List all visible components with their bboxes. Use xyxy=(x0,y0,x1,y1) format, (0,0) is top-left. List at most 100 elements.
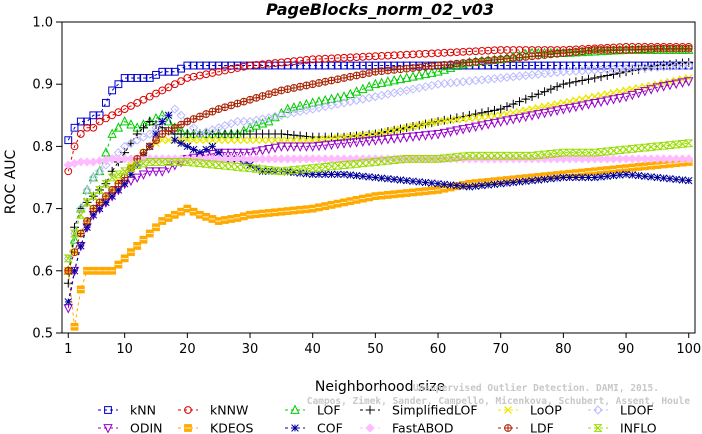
data-point xyxy=(384,127,392,136)
data-point xyxy=(352,53,361,62)
data-point xyxy=(163,164,174,174)
data-point xyxy=(89,111,98,120)
data-point xyxy=(478,47,486,55)
x-axis-label: Neighborhood size xyxy=(315,379,445,395)
data-point xyxy=(665,44,675,54)
data-point xyxy=(133,74,142,82)
data-point xyxy=(508,151,518,160)
data-point xyxy=(277,86,286,95)
data-point xyxy=(177,77,185,85)
data-point xyxy=(540,51,549,59)
data-point xyxy=(233,99,242,108)
data-point xyxy=(608,64,619,74)
data-point xyxy=(351,159,362,168)
data-point xyxy=(70,123,79,132)
legend-marker xyxy=(291,424,299,432)
data-point xyxy=(251,120,261,130)
data-point xyxy=(684,154,694,164)
data-point xyxy=(402,154,412,163)
data-point xyxy=(114,186,123,194)
data-point xyxy=(339,154,349,164)
series-ldf xyxy=(64,44,693,275)
data-point xyxy=(583,148,594,157)
data-point xyxy=(602,147,612,156)
data-point xyxy=(565,154,575,164)
data-point xyxy=(677,61,688,71)
data-point xyxy=(63,278,73,288)
data-point xyxy=(171,136,179,144)
data-point xyxy=(571,66,581,76)
legend-item-lof: LOF xyxy=(285,403,341,418)
data-point xyxy=(145,158,155,166)
data-point xyxy=(264,90,273,99)
data-point xyxy=(528,176,536,185)
data-point xyxy=(659,154,669,164)
data-point xyxy=(439,154,449,163)
data-point xyxy=(239,116,249,127)
data-point xyxy=(659,141,669,150)
data-point xyxy=(415,178,423,186)
watermark-line-2: Campos, Zimek, Sander, Campello, Micenko… xyxy=(307,396,690,407)
data-point xyxy=(214,136,223,145)
data-point xyxy=(290,136,298,145)
legend-marker xyxy=(103,424,113,434)
data-point xyxy=(301,142,312,152)
data-point xyxy=(434,117,442,126)
data-point xyxy=(652,142,663,151)
data-point xyxy=(565,173,574,182)
data-point xyxy=(652,154,663,164)
data-point xyxy=(640,143,650,152)
data-point xyxy=(652,62,663,72)
data-point xyxy=(658,82,669,92)
data-point xyxy=(302,81,311,90)
data-point xyxy=(289,154,299,164)
data-point xyxy=(684,44,694,54)
legend-marker xyxy=(504,424,512,432)
data-point xyxy=(202,136,211,145)
data-point xyxy=(377,51,386,60)
data-point xyxy=(628,171,637,179)
data-point xyxy=(264,136,273,145)
data-point xyxy=(83,117,91,126)
data-point xyxy=(345,138,356,149)
series-inflo xyxy=(63,139,694,263)
data-point xyxy=(646,62,656,73)
data-point xyxy=(596,154,606,164)
data-point xyxy=(672,175,680,184)
data-point xyxy=(402,64,411,73)
x-tick-label: 80 xyxy=(555,342,572,357)
data-point xyxy=(163,110,174,120)
data-point xyxy=(107,128,117,138)
x-tick-label: 70 xyxy=(492,342,509,357)
data-point xyxy=(177,120,185,129)
data-point xyxy=(94,186,105,194)
data-point xyxy=(578,173,586,182)
data-point xyxy=(509,54,518,62)
data-point xyxy=(677,154,688,164)
data-point xyxy=(301,154,312,164)
legend-label: LDF xyxy=(530,421,554,434)
data-point xyxy=(496,179,505,188)
data-point xyxy=(221,103,229,112)
data-point xyxy=(301,98,312,109)
data-point xyxy=(370,136,381,146)
data-point xyxy=(195,61,204,70)
data-point xyxy=(276,154,286,164)
data-point xyxy=(314,141,324,152)
data-point xyxy=(82,185,92,195)
data-point xyxy=(289,166,299,174)
data-point xyxy=(120,254,129,263)
data-point xyxy=(145,129,155,139)
data-point xyxy=(671,140,681,149)
x-tick-label: 30 xyxy=(242,342,259,357)
data-point xyxy=(321,54,330,63)
data-point xyxy=(396,65,405,74)
data-point xyxy=(326,93,337,104)
data-point xyxy=(509,61,518,70)
data-point xyxy=(308,164,318,173)
data-point xyxy=(514,113,525,124)
data-point xyxy=(496,104,506,114)
data-point xyxy=(214,154,224,164)
data-point xyxy=(107,154,117,164)
data-point xyxy=(264,144,274,155)
